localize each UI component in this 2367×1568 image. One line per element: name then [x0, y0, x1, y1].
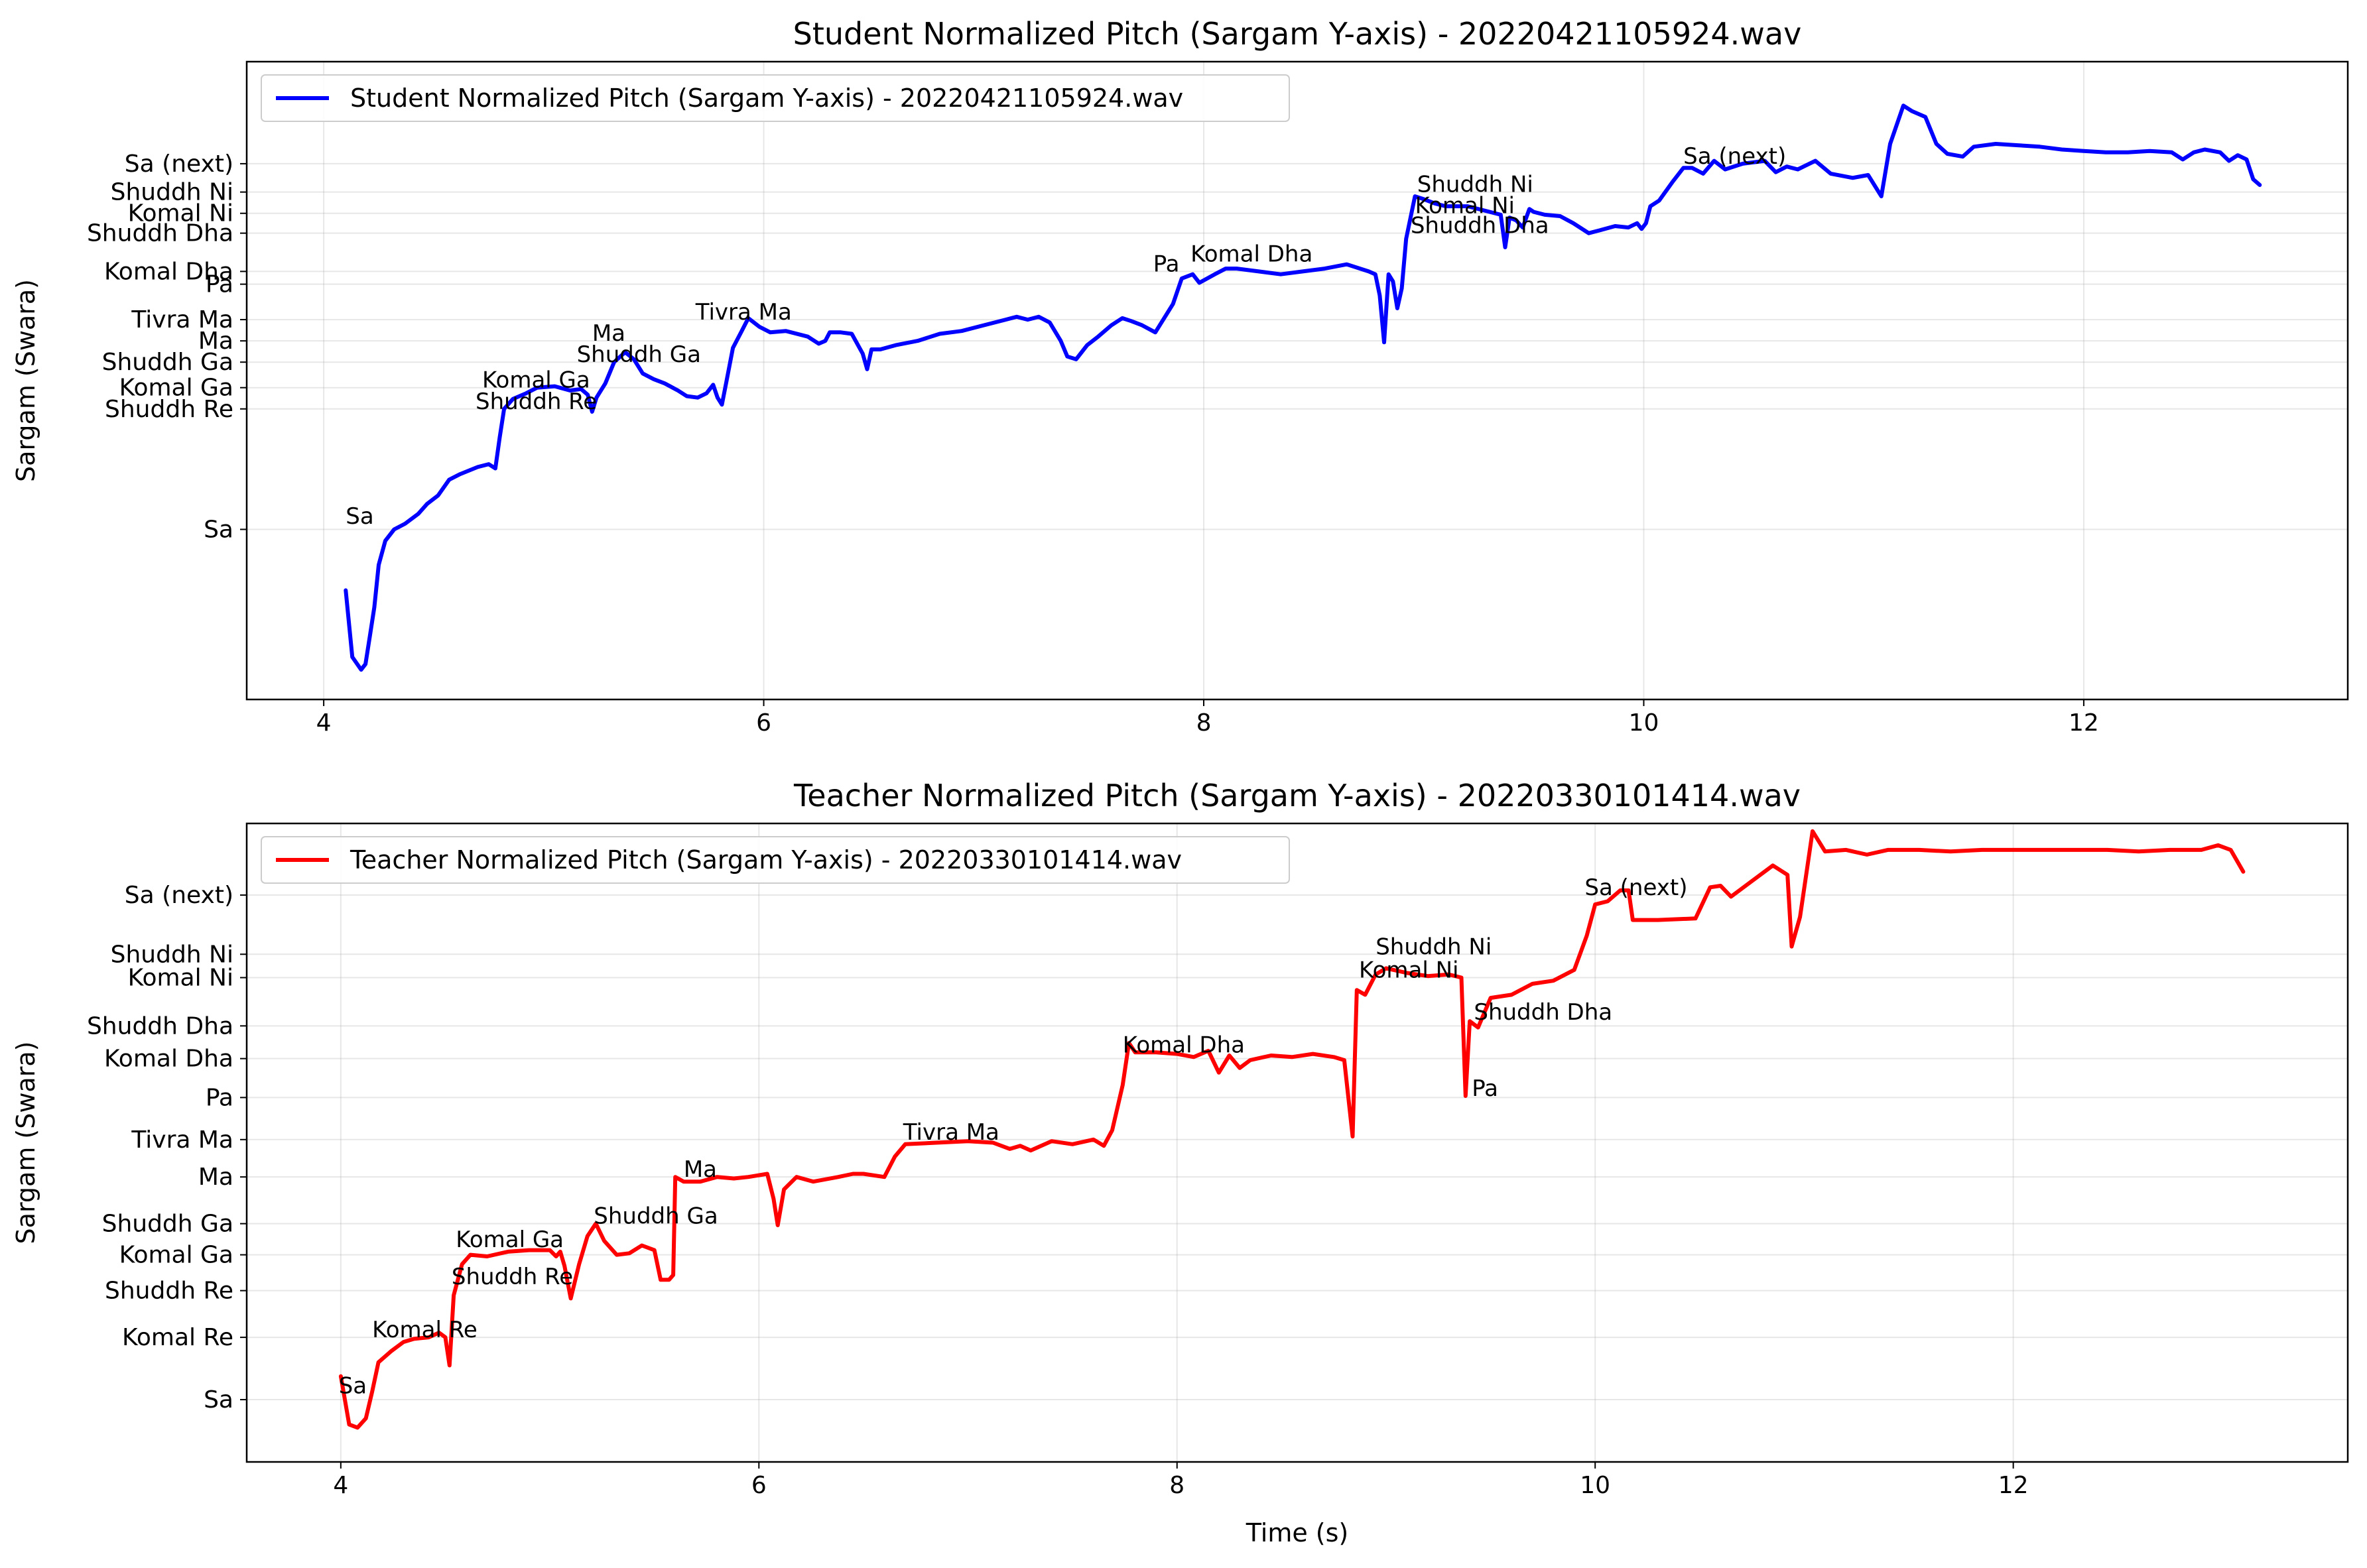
student-y-tick-label: Pa	[206, 271, 233, 298]
student-swara-annotation: Sa	[346, 503, 373, 530]
teacher-y-tick-label: Shuddh Ni	[111, 941, 233, 968]
teacher-legend-label: Teacher Normalized Pitch (Sargam Y-axis)…	[350, 845, 1182, 874]
student-y-axis-label: Sargam (Swara)	[11, 279, 40, 482]
teacher-y-tick-labels: Sa Komal Re Shuddh Re Komal Ga Shuddh Ga Ma Ti…	[87, 882, 233, 1414]
student-swara-annotation: Ma	[592, 320, 625, 347]
teacher-y-tick-label: Shuddh Dha	[87, 1012, 233, 1040]
teacher-swara-annotation: Pa	[1472, 1075, 1498, 1102]
student-legend: Student Normalized Pitch (Sargam Y-axis)…	[261, 74, 1290, 122]
teacher-pitch-lines	[338, 829, 2246, 1430]
teacher-swara-annotation: Shuddh Ni	[1375, 934, 1492, 960]
teacher-swara-annotation: Sa (next)	[1584, 874, 1687, 901]
teacher-swara-annotation: Komal Ga	[456, 1227, 564, 1253]
student-swara-annotation: Shuddh Re	[476, 389, 597, 415]
teacher-swara-annotation: Sa	[339, 1373, 367, 1400]
student-swara-annotation: Shuddh Dha	[1411, 213, 1549, 239]
student-y-tick-label: Komal Dha	[104, 258, 233, 285]
student-swara-annotation: Shuddh Ni	[1417, 172, 1533, 198]
teacher-x-tick-label: 4	[333, 1472, 348, 1499]
teacher-y-axis-label: Sargam (Swara)	[11, 1042, 40, 1244]
student-y-tick-label: Shuddh Ga	[102, 349, 233, 376]
student-x-tick-label: 6	[756, 709, 771, 737]
student-swara-annotation: Komal Dha	[1190, 241, 1312, 267]
student-x-tick-labels: 4 6 8 10 12	[316, 709, 2099, 737]
teacher-swara-annotation: Komal Dha	[1123, 1032, 1245, 1058]
teacher-y-tick-label: Komal Ga	[119, 1242, 233, 1269]
student-swara-annotation: Komal Ga	[482, 367, 590, 394]
teacher-legend-box	[261, 836, 1290, 884]
student-legend-box	[261, 74, 1290, 122]
teacher-swara-annotation: Tivra Ma	[903, 1119, 999, 1146]
teacher-axes-frame	[245, 822, 2349, 1463]
teacher-x-tick-label: 10	[1580, 1472, 1610, 1499]
student-y-tick-label: Tivra Ma	[131, 306, 233, 333]
teacher-legend: Teacher Normalized Pitch (Sargam Y-axis)…	[261, 836, 1290, 884]
teacher-x-axis-label: Time (s)	[1246, 1518, 1349, 1547]
teacher-x-tick-label: 8	[1169, 1472, 1184, 1499]
student-swara-annotation: Komal Ni	[1415, 193, 1515, 219]
teacher-x-tick-labels: 4 6 8 10 12	[333, 1472, 2028, 1499]
teacher-y-tick-label: Sa (next)	[125, 882, 233, 909]
teacher-x-tick-label: 12	[1998, 1472, 2029, 1499]
teacher-y-tick-label: Shuddh Ga	[102, 1211, 233, 1238]
student-swara-annotation: Pa	[1153, 251, 1180, 277]
teacher-pitch-line	[338, 829, 2246, 1430]
teacher-y-tick-label: Sa	[204, 1386, 233, 1414]
student-y-tick-label: Sa	[204, 516, 233, 543]
student-y-tick-label: Shuddh Re	[105, 396, 233, 423]
teacher-swara-annotation: Ma	[684, 1156, 717, 1183]
teacher-x-tick-label: 6	[751, 1472, 767, 1499]
teacher-swara-annotation: Komal Re	[372, 1317, 478, 1343]
teacher-swara-annotation: Shuddh Ga	[594, 1203, 718, 1230]
student-x-tick-label: 12	[2069, 709, 2099, 737]
teacher-pitch-panel: Sa Komal Re Komal Ga Shuddh Re Shuddh Ga Ma Ti…	[11, 778, 2349, 1547]
student-chart-title: Student Normalized Pitch (Sargam Y-axis)…	[793, 16, 1802, 52]
teacher-y-tick-label: Komal Re	[122, 1324, 233, 1351]
student-x-tick-label: 4	[316, 709, 332, 737]
student-grid	[247, 62, 2348, 699]
student-legend-label: Student Normalized Pitch (Sargam Y-axis)…	[350, 84, 1183, 113]
student-tick-marks	[240, 162, 2084, 706]
teacher-y-tick-label: Komal Ni	[128, 965, 233, 992]
student-y-tick-label: Ma	[198, 328, 233, 355]
student-y-tick-label: Komal Ga	[119, 375, 233, 402]
student-x-tick-label: 10	[1629, 709, 1659, 737]
teacher-swara-annotations: Sa Komal Re Komal Ga Shuddh Re Shuddh Ga Ma Ti…	[339, 874, 1688, 1400]
student-swara-annotation: Shuddh Ga	[577, 341, 701, 368]
teacher-y-tick-label: Shuddh Re	[105, 1278, 233, 1305]
teacher-y-tick-label: Pa	[206, 1084, 233, 1111]
teacher-y-tick-label: Komal Dha	[104, 1046, 233, 1073]
teacher-chart-title: Teacher Normalized Pitch (Sargam Y-axis)…	[793, 778, 1801, 814]
student-y-tick-label: Komal Ni	[128, 200, 233, 227]
student-axes-frame	[245, 60, 2349, 701]
student-y-tick-label: Sa (next)	[125, 151, 233, 178]
teacher-swara-annotation: Shuddh Re	[452, 1264, 573, 1290]
student-pitch-lines	[344, 103, 2262, 672]
teacher-y-tick-label: Ma	[198, 1164, 233, 1191]
student-swara-annotation: Sa (next)	[1683, 143, 1786, 170]
student-y-tick-label: Shuddh Ni	[111, 179, 233, 206]
teacher-y-tick-label: Tivra Ma	[131, 1126, 233, 1154]
teacher-grid	[247, 823, 2348, 1462]
student-y-tick-label: Shuddh Dha	[87, 220, 233, 247]
student-x-tick-label: 8	[1196, 709, 1212, 737]
student-swara-annotation: Tivra Ma	[695, 299, 792, 326]
teacher-tick-marks	[240, 894, 2014, 1469]
student-pitch-line	[344, 103, 2262, 672]
teacher-swara-annotation: Shuddh Dha	[1474, 999, 1612, 1026]
teacher-swara-annotation: Komal Ni	[1359, 957, 1459, 984]
